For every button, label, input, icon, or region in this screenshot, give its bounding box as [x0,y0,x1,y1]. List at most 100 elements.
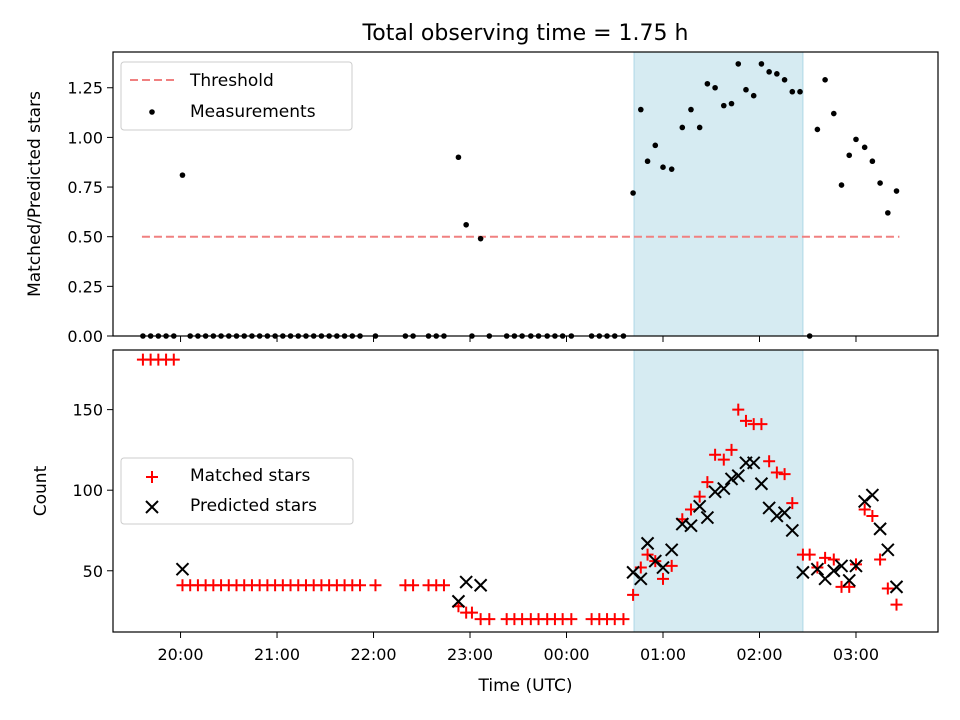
x-tick-label: 22:00 [350,645,396,664]
measurement-point [789,88,796,95]
measurement-point [758,61,765,67]
predicted-star-points [175,456,904,609]
matched-star-point [786,497,799,510]
legend-predicted-label: Predicted stars [190,496,317,516]
measurement-point [463,221,469,228]
matched-star-point [739,414,752,427]
matched-star-point [827,553,840,566]
measurement-point [668,166,675,172]
measurement-point [797,88,803,95]
top-highlight-span [633,51,804,337]
matched-star-point [665,559,678,572]
predicted-star-point [827,564,841,578]
measurement-point [877,180,883,186]
legend-measurements-swatch [149,109,155,115]
matched-star-point [732,403,745,416]
bottom-y-tick-label: 50 [83,562,103,581]
bottom-highlight-span [633,349,804,633]
predicted-star-point [796,565,810,580]
legend-threshold-label: Threshold [189,71,274,91]
measurement-point [766,69,772,75]
legend-measurements-label: Measurements [190,102,316,122]
matched-star-point [890,598,903,611]
predicted-star-point [459,575,473,589]
bottom-legend: Matched stars Predicted stars [120,457,354,525]
bottom-y-tick-label: 100 [72,481,103,500]
bottom-y-tick-label: 150 [72,401,103,420]
matched-star-point [858,503,871,516]
matched-star-point [167,353,180,366]
matched-star-point [701,476,714,489]
measurement-point [750,92,757,99]
predicted-star-point [873,522,887,536]
measurement-point [696,124,703,131]
matched-star-point [725,443,738,456]
predicted-star-point [746,456,761,470]
bottom-x-ticks: 20:00 21:00 22:00 23:00 00:00 01:00 02:00 03:00 [157,632,879,664]
measurement-point [893,188,900,194]
measurement-point [728,100,735,107]
predicted-star-point [664,543,679,557]
predicted-star-point [881,543,895,557]
matched-star-point [641,548,654,561]
predicted-star-point [451,594,466,609]
x-tick-label: 23:00 [447,645,493,664]
bottom-legend-box [120,457,354,525]
top-y-tick-label: 0.00 [67,327,103,346]
top-panel: 0.00 0.25 0.50 0.75 1.00 1.25 Matched/Predict… [25,51,939,346]
predicted-star-point [717,481,731,496]
measurement-point [743,86,749,93]
legend-matched-swatch [146,471,158,483]
matched-star-point [693,490,706,503]
chart-title: Total observing time = 1.75 h [362,21,689,46]
measurement-point [838,182,845,188]
matched-star-point [770,466,783,479]
measurement-point [781,77,788,83]
x-axis-label: Time (UTC) [478,676,573,696]
matched-star-point [755,418,768,431]
legend-predicted-swatch [145,500,159,514]
matched-star-point [627,588,640,601]
measurement-point [861,144,868,151]
measurement-point [814,126,821,133]
predicted-star-point [754,477,769,491]
matched-star-point [684,503,697,516]
top-legend-box [120,61,353,131]
bottom-y-ticks: 50 100 150 [72,401,113,581]
x-tick-label: 02:00 [736,645,782,664]
top-y-ticks: 0.00 0.25 0.50 0.75 1.00 1.25 [67,79,113,346]
top-axes-frame [112,51,939,337]
matched-star-point [778,468,791,481]
matched-star-point [369,579,382,592]
measurement-point [179,172,186,178]
predicted-star-point [708,485,722,499]
predicted-star-point [777,506,792,520]
top-legend: Threshold Measurements [120,61,353,131]
measurement-point [830,110,837,117]
legend-matched-label: Matched stars [190,466,310,486]
matched-star-point [849,558,862,571]
predicted-star-point [656,560,670,575]
matched-star-point [483,613,496,626]
matched-star-point [803,548,816,561]
top-y-tick-label: 1.00 [67,128,103,147]
measurement-point [846,152,853,159]
x-tick-label: 00:00 [543,645,589,664]
bottom-axes-frame [112,349,939,633]
predicted-star-point [640,536,655,551]
measurement-point [679,124,686,131]
matched-star-point [866,509,879,522]
matched-star-point [437,579,450,592]
matched-star-point [874,553,887,566]
measurement-point [853,136,859,143]
predicted-star-point [692,499,707,514]
matched-star-point [843,580,856,593]
bottom-panel: 50 100 150 20:00 21:00 22:00 23:00 00:00 01:00 0… [31,349,939,696]
predicted-star-point [889,580,904,594]
matched-star-point [881,582,894,595]
measurement-point [638,106,644,113]
predicted-star-point [700,510,715,525]
measurement-point [644,158,651,165]
top-x-ticks [180,336,857,342]
predicted-star-point [684,518,698,533]
